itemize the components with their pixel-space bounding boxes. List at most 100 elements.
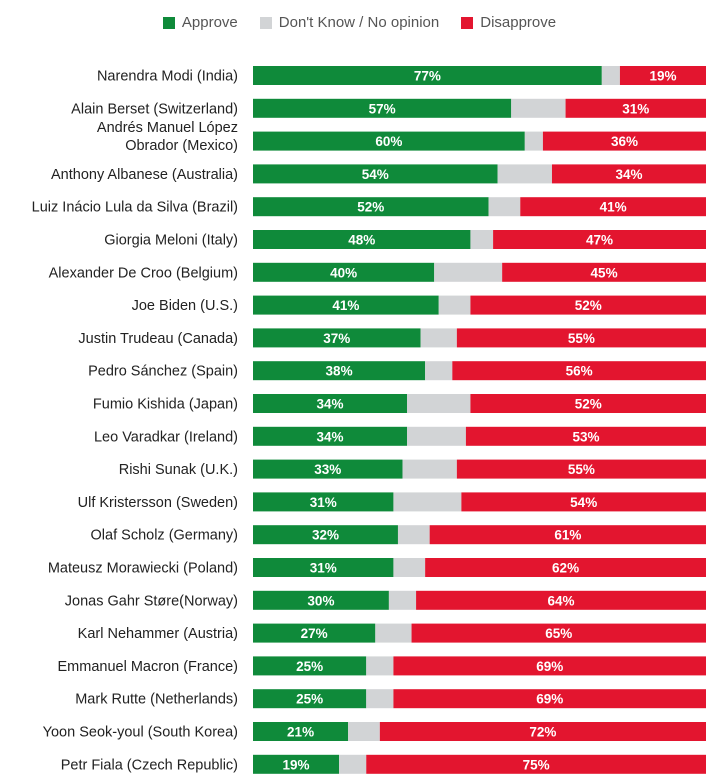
- legend-label-disapprove: Disapprove: [480, 14, 557, 31]
- category-label-line: Obrador (Mexico): [125, 138, 238, 154]
- bar-disapprove: [416, 590, 706, 610]
- category-label: Fumio Kishida (Japan): [93, 397, 238, 413]
- bar-approve: [253, 394, 408, 413]
- bar-approve: [253, 689, 367, 709]
- bar-dont-know: [488, 197, 521, 217]
- bar-disapprove: [551, 164, 706, 184]
- bar-approve: [253, 262, 435, 282]
- data-label-disapprove: 69%: [536, 692, 563, 707]
- data-label-disapprove: 53%: [572, 429, 599, 444]
- data-label-approve: 37%: [323, 331, 350, 346]
- category-label: Alexander De Croo (Belgium): [49, 265, 238, 281]
- bar-dont-know: [470, 230, 494, 249]
- bar-disapprove: [366, 754, 706, 774]
- category-label: Yoon Seok-youl (South Korea): [43, 725, 238, 741]
- bar-approve: [253, 590, 389, 610]
- category-label: Narendra Modi (India): [97, 69, 238, 85]
- bar-dont-know: [407, 394, 471, 413]
- bar-disapprove: [425, 558, 706, 577]
- bar-approve: [253, 754, 340, 774]
- bar-approve: [253, 295, 439, 315]
- data-label-disapprove: 36%: [611, 134, 638, 149]
- bar-approve: [253, 164, 498, 184]
- category-label: Alain Berset (Switzerland): [71, 101, 238, 117]
- bar-disapprove: [461, 492, 706, 512]
- legend-item-disapprove: Disapprove: [461, 14, 556, 31]
- bar-approve: [253, 197, 489, 217]
- bar-dont-know: [366, 689, 394, 709]
- data-label-approve: 27%: [301, 626, 328, 641]
- bar-dont-know: [393, 492, 462, 512]
- bar-approve: [253, 131, 525, 151]
- bar-disapprove: [393, 689, 706, 709]
- bar-disapprove: [393, 656, 706, 676]
- data-label-disapprove: 45%: [591, 265, 618, 280]
- legend-swatch-disapprove: [461, 16, 474, 29]
- category-label: Giorgia Meloni (Italy): [104, 233, 238, 249]
- bar-disapprove: [452, 361, 706, 381]
- bar-disapprove: [542, 131, 706, 151]
- category-label: Luiz Inácio Lula da Silva (Brazil): [32, 200, 238, 216]
- legend-item-dont-know: Don't Know / No opinion: [259, 14, 439, 31]
- bar-dont-know: [438, 295, 471, 315]
- bar-dont-know: [393, 558, 426, 577]
- data-label-approve: 52%: [357, 200, 384, 215]
- data-label-disapprove: 55%: [568, 462, 595, 477]
- data-label-approve: 32%: [312, 528, 339, 543]
- bar-approve: [253, 361, 426, 381]
- category-label: Joe Biden (U.S.): [132, 298, 238, 314]
- data-label-approve: 19%: [283, 757, 310, 772]
- legend-label-approve: Approve: [181, 14, 238, 31]
- category-label: Rishi Sunak (U.K.): [119, 462, 238, 478]
- legend-item-approve: Approve: [162, 14, 238, 31]
- bar-dont-know: [420, 328, 457, 348]
- chart-legend: Approve Don't Know / No opinion Disappro…: [0, 14, 719, 31]
- category-label: Emmanuel Macron (France): [58, 659, 239, 675]
- data-label-disapprove: 34%: [615, 167, 642, 182]
- data-label-approve: 60%: [375, 134, 402, 149]
- category-label: Olaf Scholz (Germany): [91, 528, 238, 544]
- data-label-disapprove: 54%: [570, 495, 597, 510]
- data-label-approve: 38%: [326, 364, 353, 379]
- bar-approve: [253, 722, 349, 741]
- data-label-disapprove: 31%: [622, 101, 649, 116]
- data-label-disapprove: 41%: [600, 200, 627, 215]
- bar-dont-know: [339, 754, 367, 774]
- bar-disapprove: [520, 197, 706, 217]
- bar-approve: [253, 558, 394, 577]
- bar-dont-know: [407, 426, 466, 446]
- category-label: Mateusz Morawiecki (Poland): [48, 561, 238, 577]
- data-label-approve: 77%: [414, 69, 441, 84]
- category-label: Jonas Gahr Støre(Norway): [65, 593, 238, 609]
- data-label-approve: 33%: [314, 462, 341, 477]
- bar-dont-know: [511, 98, 566, 118]
- data-label-approve: 34%: [316, 397, 343, 412]
- data-label-disapprove: 52%: [575, 298, 602, 313]
- data-label-disapprove: 19%: [649, 69, 676, 84]
- data-label-disapprove: 55%: [568, 331, 595, 346]
- bar-dont-know: [388, 590, 417, 610]
- data-label-approve: 25%: [296, 659, 323, 674]
- data-label-disapprove: 62%: [552, 561, 579, 576]
- bar-disapprove: [456, 459, 706, 479]
- bar-dont-know: [524, 131, 543, 151]
- bar-dont-know: [425, 361, 453, 381]
- category-label: Mark Rutte (Netherlands): [75, 692, 238, 708]
- category-label-line: Andrés Manuel López: [97, 120, 238, 136]
- bar-approve: [253, 230, 471, 249]
- category-label: Petr Fiala (Czech Republic): [61, 757, 238, 773]
- data-label-approve: 31%: [310, 495, 337, 510]
- data-label-approve: 31%: [310, 561, 337, 576]
- bar-dont-know: [434, 262, 503, 282]
- data-label-disapprove: 64%: [548, 593, 575, 608]
- bar-disapprove: [465, 426, 706, 446]
- data-label-disapprove: 56%: [566, 364, 593, 379]
- data-label-approve: 41%: [332, 298, 359, 313]
- bar-approve: [253, 623, 376, 643]
- data-label-approve: 40%: [330, 265, 357, 280]
- bar-approve: [253, 459, 403, 479]
- data-label-disapprove: 72%: [529, 725, 556, 740]
- bar-dont-know: [601, 66, 620, 85]
